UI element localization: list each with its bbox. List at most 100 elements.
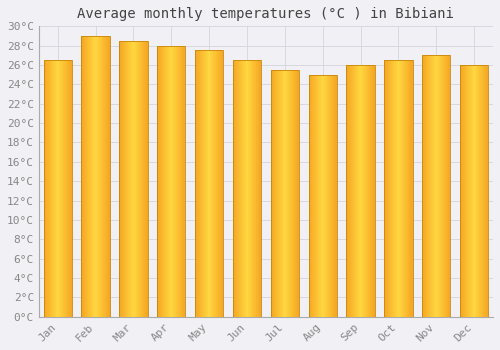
Bar (285, 70, 286, 317)
Bar (167, 46, 168, 317)
Bar (358, 65, 359, 317)
Bar (210, 50, 212, 317)
Bar (388, 60, 389, 317)
Bar (325, 75, 326, 317)
Bar (308, 75, 337, 317)
Bar (294, 70, 295, 317)
Bar (92, 36, 94, 317)
Bar (475, 65, 476, 317)
Bar (195, 50, 224, 317)
Bar (198, 50, 199, 317)
Bar (316, 75, 317, 317)
Bar (86, 36, 87, 317)
Bar (272, 70, 273, 317)
Bar (96, 36, 97, 317)
Bar (406, 60, 407, 317)
Bar (165, 46, 166, 317)
Bar (238, 60, 239, 317)
Bar (176, 46, 177, 317)
Bar (142, 41, 144, 317)
Bar (200, 50, 202, 317)
Bar (346, 65, 347, 317)
Bar (348, 65, 349, 317)
Bar (135, 41, 136, 317)
Bar (120, 41, 122, 317)
Bar (98, 36, 99, 317)
Bar (109, 36, 110, 317)
Bar (157, 46, 186, 317)
Bar (177, 46, 178, 317)
Bar (464, 65, 465, 317)
Bar (64, 60, 65, 317)
Bar (222, 50, 224, 317)
Bar (331, 75, 332, 317)
Bar (448, 55, 449, 317)
Bar (273, 70, 274, 317)
Bar (235, 60, 236, 317)
Bar (463, 65, 464, 317)
Bar (481, 65, 482, 317)
Bar (260, 60, 261, 317)
Bar (440, 55, 441, 317)
Bar (411, 60, 412, 317)
Bar (60, 60, 62, 317)
Bar (57, 60, 58, 317)
Bar (279, 70, 280, 317)
Bar (439, 55, 440, 317)
Bar (137, 41, 138, 317)
Bar (326, 75, 327, 317)
Bar (357, 65, 358, 317)
Bar (140, 41, 141, 317)
Bar (234, 60, 235, 317)
Bar (317, 75, 318, 317)
Bar (249, 60, 250, 317)
Bar (242, 60, 244, 317)
Bar (298, 70, 299, 317)
Bar (82, 36, 83, 317)
Bar (56, 60, 57, 317)
Bar (69, 60, 70, 317)
Bar (487, 65, 488, 317)
Bar (233, 60, 234, 317)
Bar (257, 60, 258, 317)
Bar (248, 60, 249, 317)
Bar (182, 46, 184, 317)
Bar (199, 50, 200, 317)
Bar (179, 46, 180, 317)
Bar (384, 60, 385, 317)
Bar (44, 60, 72, 317)
Bar (460, 65, 462, 317)
Bar (278, 70, 279, 317)
Bar (310, 75, 312, 317)
Bar (470, 65, 472, 317)
Bar (423, 55, 424, 317)
Bar (446, 55, 447, 317)
Bar (371, 65, 372, 317)
Bar (449, 55, 450, 317)
Bar (245, 60, 246, 317)
Bar (422, 55, 450, 317)
Bar (442, 55, 444, 317)
Bar (347, 65, 348, 317)
Bar (334, 75, 335, 317)
Bar (430, 55, 432, 317)
Bar (163, 46, 164, 317)
Bar (370, 65, 371, 317)
Bar (288, 70, 289, 317)
Bar (346, 65, 375, 317)
Bar (258, 60, 259, 317)
Bar (309, 75, 310, 317)
Bar (49, 60, 50, 317)
Bar (275, 70, 276, 317)
Bar (367, 65, 368, 317)
Bar (355, 65, 356, 317)
Title: Average monthly temperatures (°C ) in Bibiani: Average monthly temperatures (°C ) in Bi… (78, 7, 454, 21)
Bar (469, 65, 470, 317)
Bar (400, 60, 402, 317)
Bar (287, 70, 288, 317)
Bar (332, 75, 334, 317)
Bar (319, 75, 320, 317)
Bar (218, 50, 219, 317)
Bar (360, 65, 362, 317)
Bar (392, 60, 394, 317)
